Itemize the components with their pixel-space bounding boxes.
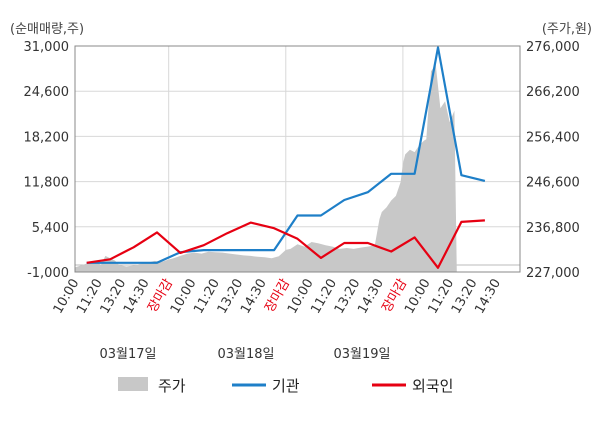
left-axis-unit: (순매매량,주)	[10, 22, 84, 37]
price-area	[75, 64, 457, 273]
axis-labels: (순매매량,주) (주가,원) 31,000 24,600 18,200 11,800 5,…	[10, 22, 592, 362]
left-tick-label: 24,600	[24, 85, 70, 100]
plot-border	[74, 45, 521, 273]
foreign-line	[86, 219, 485, 269]
left-tick-label: -1,000	[27, 266, 69, 281]
left-tick-label: 11,800	[24, 176, 70, 191]
left-tick-label: 18,200	[24, 130, 70, 145]
legend: 주가 기관 외국인	[118, 377, 453, 395]
right-tick-label: 246,600	[526, 176, 580, 191]
left-tick-label: 31,000	[24, 40, 70, 55]
legend-label: 외국인	[412, 377, 453, 395]
date-label: 03월19일	[333, 347, 390, 362]
right-tick-label: 276,000	[526, 40, 580, 55]
plot-frame	[74, 45, 521, 273]
price-area-layer	[75, 64, 457, 273]
right-tick-label: 236,800	[526, 221, 580, 236]
right-tick-label: 266,200	[526, 85, 580, 100]
date-label: 03월17일	[99, 347, 156, 362]
date-label: 03월18일	[217, 347, 274, 362]
right-tick-label: 256,400	[526, 130, 580, 145]
legend-swatch-price	[118, 377, 148, 391]
left-tick-label: 5,400	[32, 221, 69, 236]
right-tick-label: 227,000	[526, 266, 580, 281]
series-lines	[86, 46, 486, 269]
legend-label: 주가	[158, 377, 186, 395]
legend-label: 기관	[272, 377, 300, 395]
right-axis-unit: (주가,원)	[542, 22, 592, 37]
